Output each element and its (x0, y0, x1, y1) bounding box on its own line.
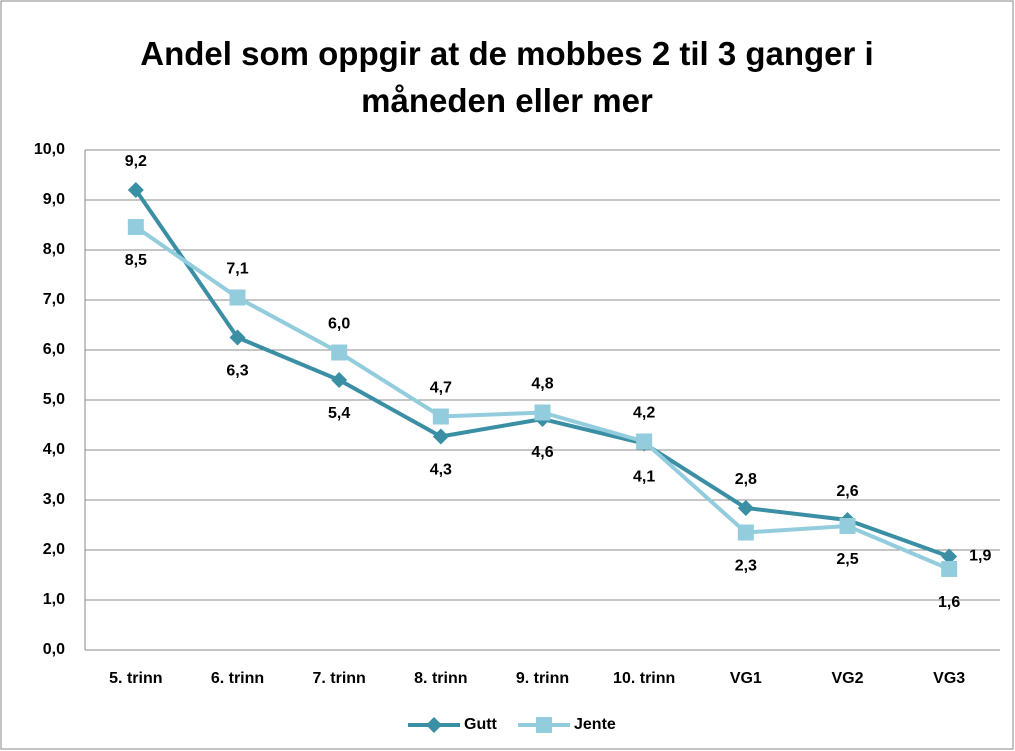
y-tick-label: 3,0 (43, 491, 65, 508)
data-label: 9,2 (125, 153, 147, 170)
data-point (636, 433, 653, 450)
y-tick-label: 10,0 (34, 141, 65, 158)
x-tick-label: VG1 (730, 670, 762, 687)
data-point (127, 182, 144, 198)
x-tick-label: 9. trinn (516, 670, 569, 687)
y-tick-label: 0,0 (43, 641, 65, 658)
data-point (941, 561, 958, 577)
data-label: 2,6 (836, 483, 858, 500)
data-point (737, 500, 754, 516)
data-label: 8,5 (125, 252, 147, 269)
y-tick-label: 5,0 (43, 391, 65, 408)
data-label: 4,8 (531, 376, 553, 393)
data-point (534, 404, 551, 421)
legend-label: Gutt (464, 716, 498, 733)
y-tick-label: 7,0 (43, 291, 65, 308)
data-label: 2,5 (836, 551, 858, 568)
data-label: 4,1 (633, 469, 655, 486)
data-point (127, 219, 144, 235)
data-point (432, 428, 449, 445)
legend-label: Jente (574, 716, 616, 733)
data-label: 6,3 (226, 363, 248, 380)
data-label: 4,2 (633, 405, 655, 422)
data-point (432, 408, 449, 425)
data-label: 2,8 (735, 471, 757, 488)
data-label: 7,1 (226, 261, 248, 278)
data-point (941, 548, 958, 565)
y-tick-label: 1,0 (43, 591, 65, 608)
x-tick-label: VG2 (831, 670, 863, 687)
data-label: 1,9 (969, 548, 991, 565)
data-label: 1,6 (938, 594, 960, 611)
chart-title: Andel som oppgir at de mobbes 2 til 3 ga… (140, 35, 874, 119)
data-label: 2,3 (735, 558, 757, 575)
y-tick-label: 8,0 (43, 241, 65, 258)
y-tick-label: 4,0 (43, 441, 65, 458)
data-point (331, 372, 348, 388)
data-point (229, 289, 246, 306)
data-label: 4,7 (430, 380, 452, 397)
x-tick-label: 5. trinn (109, 670, 162, 687)
data-label: 6,0 (328, 316, 350, 333)
x-tick-label: 7. trinn (312, 670, 365, 687)
legend-marker (426, 717, 442, 733)
x-tick-label: VG3 (933, 670, 965, 687)
data-label: 4,3 (430, 462, 452, 479)
data-point (331, 344, 348, 361)
x-tick-label: 10. trinn (613, 670, 675, 687)
data-point (229, 329, 246, 346)
data-point (737, 524, 754, 541)
y-tick-label: 9,0 (43, 191, 65, 208)
data-point (839, 518, 856, 534)
legend-marker (536, 717, 552, 733)
x-tick-label: 8. trinn (414, 670, 467, 687)
y-tick-label: 6,0 (43, 341, 65, 358)
y-tick-label: 2,0 (43, 541, 65, 558)
x-tick-label: 6. trinn (211, 670, 264, 687)
data-label: 5,4 (328, 405, 350, 422)
data-label: 4,6 (531, 444, 553, 461)
